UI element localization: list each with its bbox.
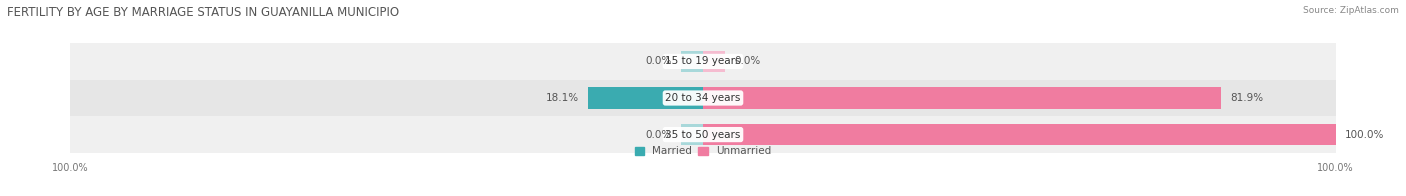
Bar — [70, 43, 1336, 80]
Legend: Married, Unmarried: Married, Unmarried — [634, 146, 772, 156]
Text: 0.0%: 0.0% — [645, 130, 672, 140]
Text: 20 to 34 years: 20 to 34 years — [665, 93, 741, 103]
Text: Source: ZipAtlas.com: Source: ZipAtlas.com — [1303, 6, 1399, 15]
Bar — [703, 51, 725, 72]
Bar — [589, 87, 703, 109]
Bar — [703, 124, 1336, 145]
Text: 15 to 19 years: 15 to 19 years — [665, 56, 741, 66]
Bar — [703, 87, 1222, 109]
Text: 0.0%: 0.0% — [734, 56, 761, 66]
Text: 35 to 50 years: 35 to 50 years — [665, 130, 741, 140]
Bar — [681, 124, 703, 145]
Text: 0.0%: 0.0% — [645, 56, 672, 66]
Bar — [70, 80, 1336, 116]
Text: 100.0%: 100.0% — [1346, 130, 1385, 140]
Bar — [70, 116, 1336, 153]
Text: 18.1%: 18.1% — [546, 93, 579, 103]
Bar — [681, 51, 703, 72]
Text: FERTILITY BY AGE BY MARRIAGE STATUS IN GUAYANILLA MUNICIPIO: FERTILITY BY AGE BY MARRIAGE STATUS IN G… — [7, 6, 399, 19]
Text: 81.9%: 81.9% — [1230, 93, 1264, 103]
